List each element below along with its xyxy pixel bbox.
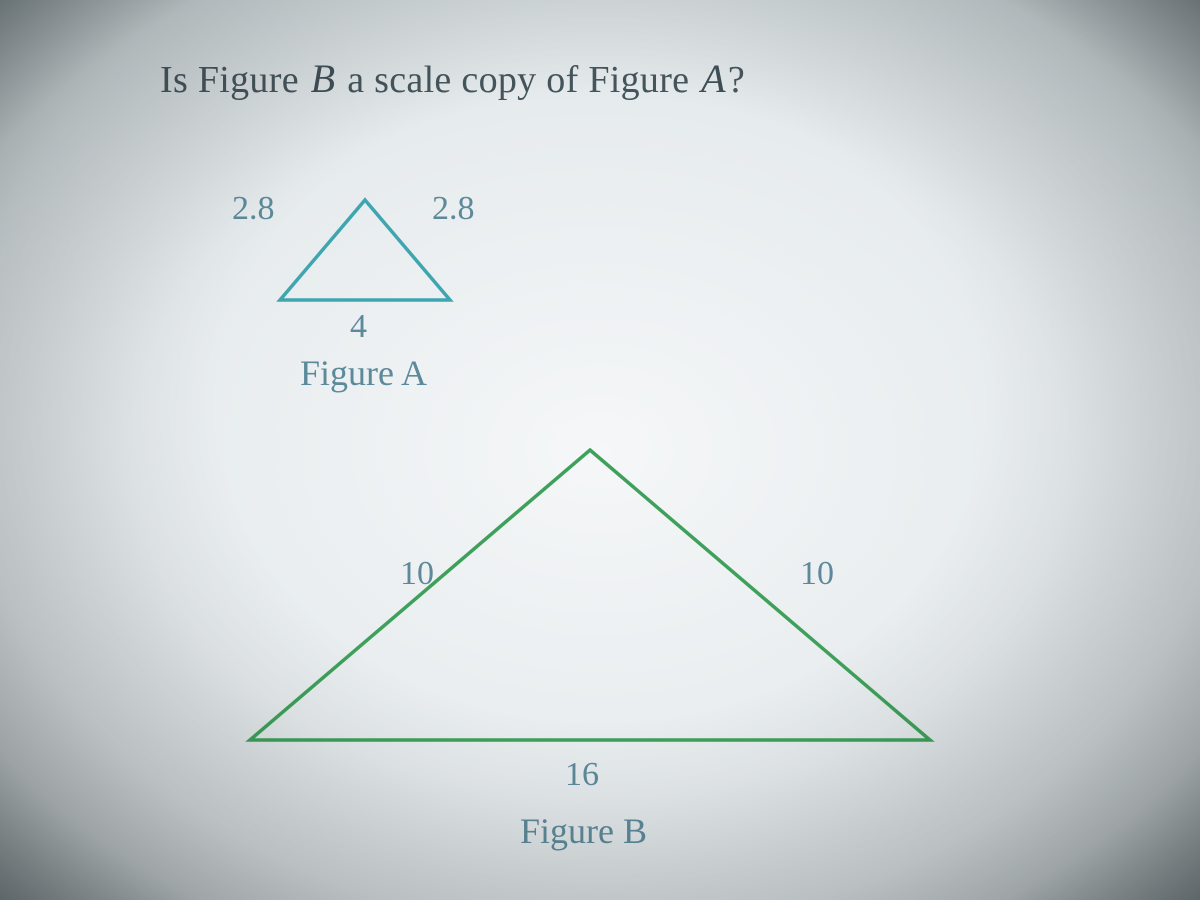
figure-b-right-label: 10	[800, 555, 834, 593]
figure-a-triangle	[280, 200, 450, 300]
figure-a-name: Figure A	[300, 352, 427, 394]
figure-b-triangle	[250, 450, 930, 740]
question-var-a: A	[699, 56, 728, 101]
figure-a-polygon	[280, 200, 450, 300]
canvas: Is Figure B a scale copy of Figure A? 2.…	[0, 0, 1200, 900]
question-mid: a scale copy of Figure	[337, 59, 699, 101]
question-var-b: B	[309, 56, 338, 101]
figure-a-left-label: 2.8	[232, 190, 275, 228]
question-prefix: Is Figure	[160, 59, 309, 101]
figure-b-polygon	[250, 450, 930, 740]
figure-b-left-label: 10	[400, 555, 434, 593]
question-suffix: ?	[728, 59, 745, 101]
figure-a-right-label: 2.8	[432, 190, 475, 228]
figure-b-name: Figure B	[520, 810, 647, 852]
figure-a-base-label: 4	[350, 308, 367, 346]
figure-b-base-label: 16	[565, 756, 599, 794]
question-text: Is Figure B a scale copy of Figure A?	[160, 55, 745, 102]
